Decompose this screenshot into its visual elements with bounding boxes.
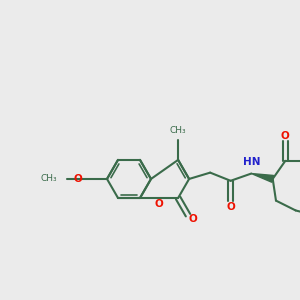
- Text: CH₃: CH₃: [41, 174, 57, 183]
- Text: O: O: [226, 202, 235, 212]
- Text: CH₃: CH₃: [170, 126, 186, 135]
- Polygon shape: [251, 173, 274, 182]
- Text: O: O: [189, 214, 197, 224]
- Text: O: O: [73, 174, 82, 184]
- Text: HN: HN: [243, 157, 260, 166]
- Text: O: O: [155, 199, 164, 209]
- Text: O: O: [281, 131, 290, 141]
